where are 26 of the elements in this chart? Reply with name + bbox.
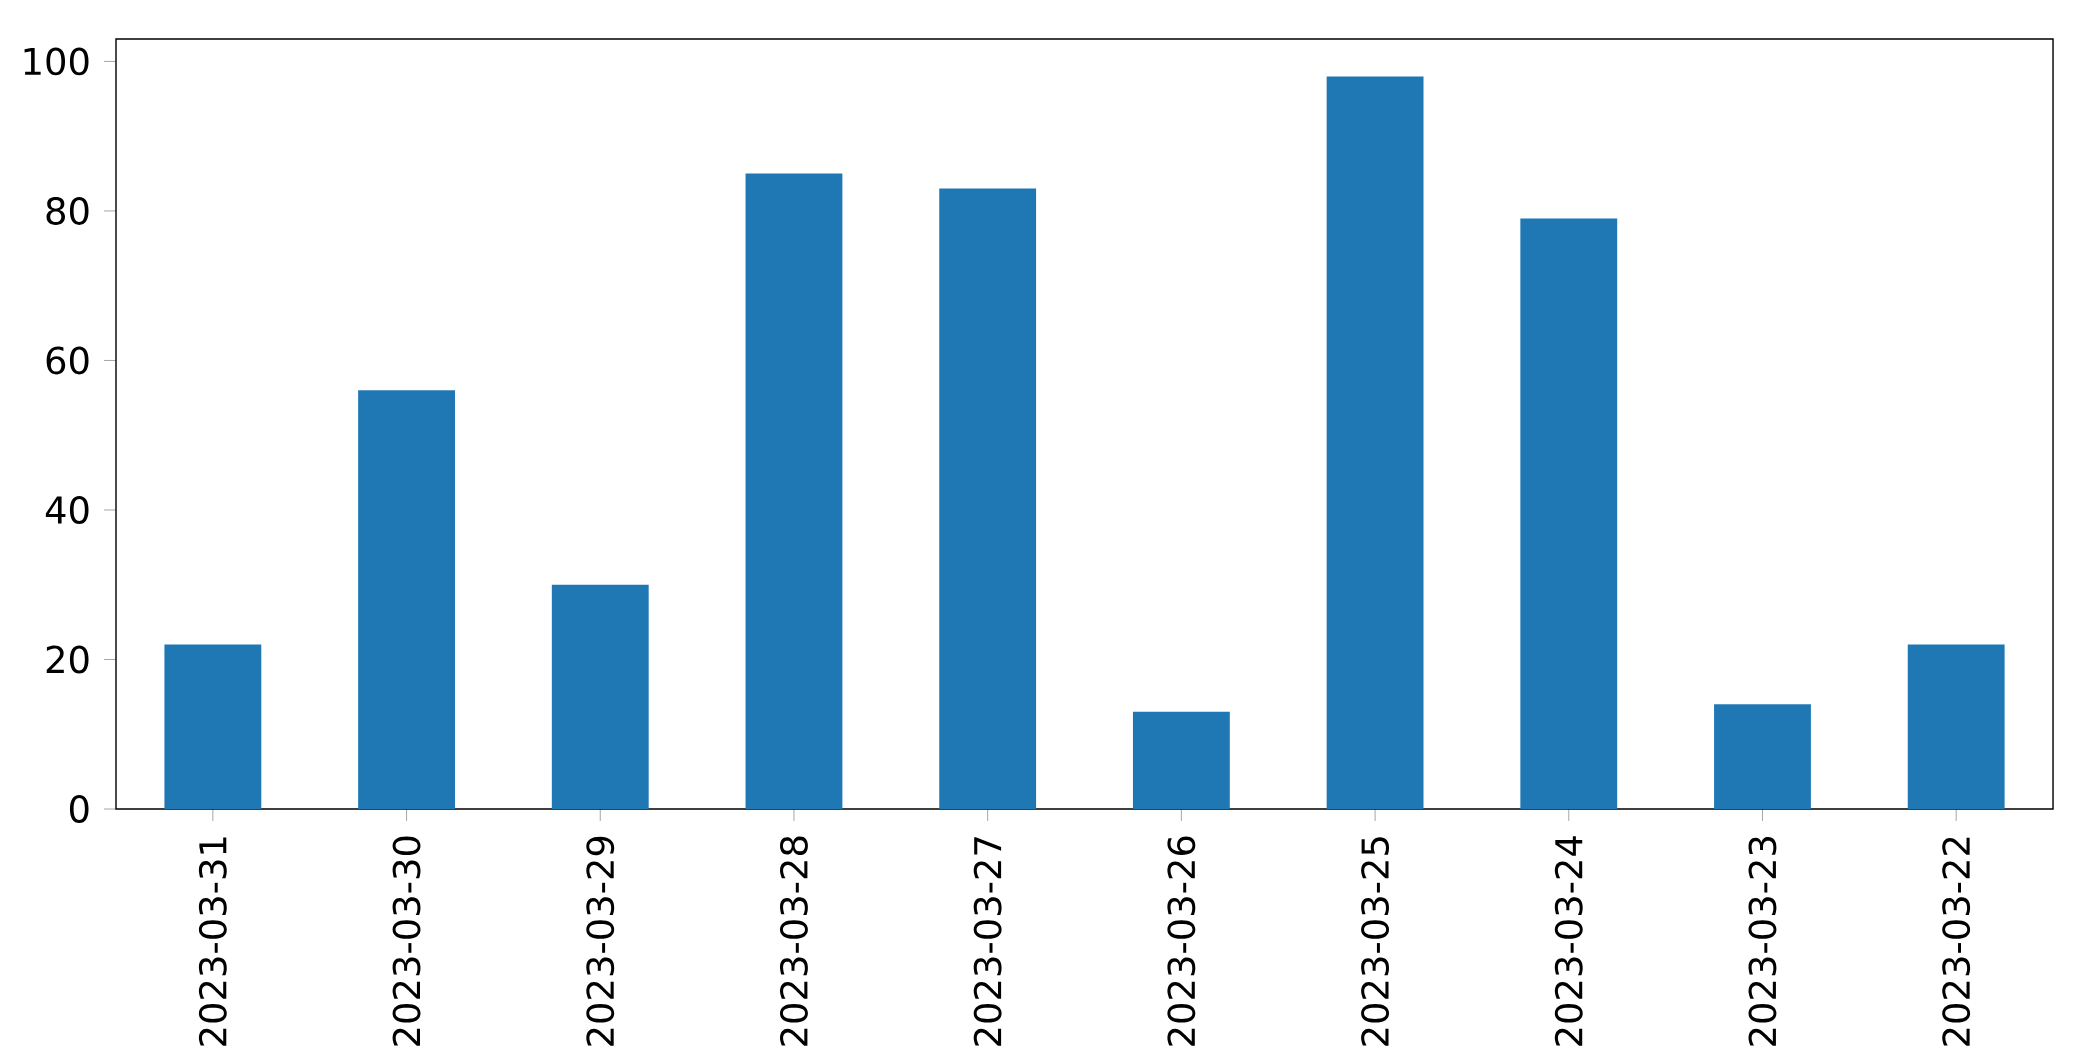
bar [551, 584, 649, 810]
x-tick-label: 2023-03-25 [1361, 837, 1389, 1046]
y-tick-label: 20 [46, 645, 89, 674]
x-tick-label: 2023-03-23 [1748, 837, 1777, 1046]
x-tick-label: 2023-03-30 [392, 836, 421, 1046]
x-tick-label: 2023-03-24 [1554, 836, 1583, 1046]
bar [1520, 218, 1618, 810]
x-tick-label: 2023-03-27 [973, 837, 1002, 1046]
x-tick-label: 2023-03-29 [586, 836, 615, 1046]
y-tick-label: 100 [24, 47, 89, 76]
bar [1132, 711, 1230, 810]
bar [358, 390, 455, 810]
bar [745, 173, 843, 810]
bar [1907, 644, 2005, 810]
y-tick-label: 80 [46, 196, 89, 225]
bar [939, 188, 1037, 810]
bar [1326, 76, 1424, 810]
y-tick-label: 0 [69, 795, 89, 823]
x-tick-label: 2023-03-26 [1167, 836, 1196, 1046]
y-tick-label: 40 [45, 496, 89, 524]
x-tick-label: 2023-03-31 [198, 837, 227, 1046]
x-tick-label: 2023-03-28 [780, 836, 808, 1046]
x-tick-label: 2023-03-22 [1942, 837, 1971, 1046]
y-tick-label: 60 [46, 346, 89, 375]
bar [1714, 704, 1811, 810]
bar [164, 644, 262, 810]
